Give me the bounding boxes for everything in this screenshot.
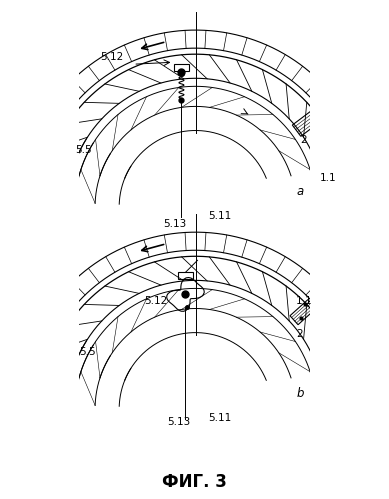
- Text: 1.1: 1.1: [296, 296, 313, 306]
- Bar: [174, 63, 189, 71]
- Bar: [178, 272, 193, 279]
- Text: 2: 2: [300, 135, 307, 145]
- Text: 5.12: 5.12: [100, 52, 123, 62]
- Text: ФИГ. 3: ФИГ. 3: [162, 473, 227, 491]
- Text: a: a: [296, 185, 303, 198]
- Text: b: b: [296, 387, 304, 400]
- Text: 1.1: 1.1: [320, 173, 336, 183]
- Text: 5.12: 5.12: [144, 296, 167, 306]
- Text: 5.13: 5.13: [163, 219, 186, 229]
- Text: 5.13: 5.13: [167, 417, 190, 427]
- Text: 5.5: 5.5: [75, 145, 91, 155]
- Text: 5.11: 5.11: [208, 211, 231, 221]
- Text: 5.5: 5.5: [79, 347, 95, 357]
- Text: 2: 2: [296, 329, 303, 339]
- Text: 5.11: 5.11: [208, 413, 231, 423]
